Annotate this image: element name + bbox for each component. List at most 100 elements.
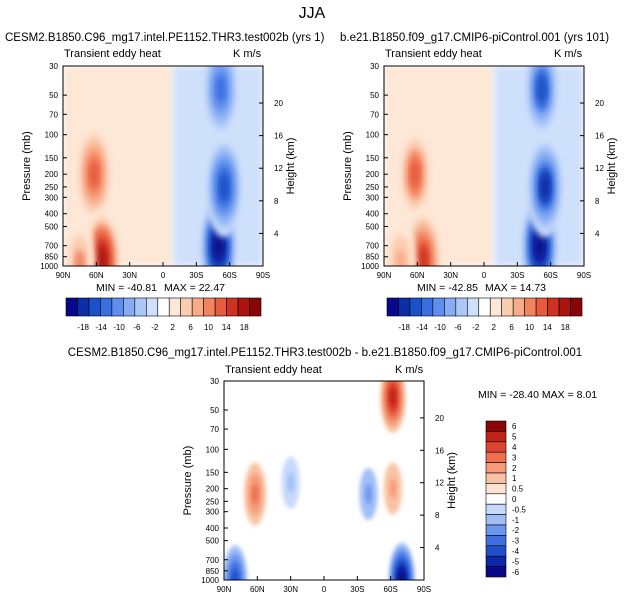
p1-y-tick-label: 700 bbox=[45, 242, 59, 251]
p2-colorbar-box bbox=[524, 297, 537, 317]
p2-colorbar-box bbox=[501, 297, 514, 317]
p3-y-tick-label: 1000 bbox=[201, 576, 219, 585]
p1-colorbar-box bbox=[249, 297, 262, 317]
p1-colorbar-box bbox=[145, 297, 159, 317]
p1-blob bbox=[96, 246, 107, 266]
p1-x-tick-label: 90S bbox=[256, 271, 270, 280]
p1-colorbar-box bbox=[226, 297, 239, 317]
p2-colorbar-label: -14 bbox=[416, 323, 428, 332]
p1-colorbar-box bbox=[100, 297, 113, 317]
p3-y-tick-label: 400 bbox=[206, 524, 220, 533]
p1-yr-tick-label: 4 bbox=[274, 229, 279, 238]
panel-2: b.e21.B1850.f09_g17.CMIP6-piControl.001 … bbox=[340, 32, 618, 332]
p2-blob bbox=[540, 173, 551, 201]
p3-y-tick-label: 200 bbox=[206, 485, 220, 494]
p2-colorbar-box bbox=[421, 297, 434, 317]
p3-colorbar-label: 0 bbox=[512, 495, 517, 504]
p1-colorbar-box bbox=[203, 297, 216, 317]
p1-colorbar-label: 2 bbox=[170, 323, 175, 332]
p2-x-tick-label: 30S bbox=[510, 271, 524, 280]
p2-y-tick-label: 150 bbox=[366, 154, 380, 163]
panel-3-subtitle: Transient eddy heat bbox=[225, 364, 322, 376]
p3-colorbar-label: 6 bbox=[512, 422, 517, 431]
p3-colorbar-box bbox=[485, 524, 507, 536]
panel-3-title: CESM2.B1850.C96_mg17.intel.PE1152.THR3.t… bbox=[68, 347, 582, 359]
p2-colorbar-label: -6 bbox=[454, 323, 462, 332]
panel-1: CESM2.B1850.C96_mg17.intel.PE1152.THR3.t… bbox=[5, 32, 325, 332]
p2-colorbar-box bbox=[478, 297, 491, 317]
p3-y-tick-label: 30 bbox=[210, 377, 219, 386]
p3-y-tick-label: 250 bbox=[206, 497, 220, 506]
p3-colorbar-box bbox=[485, 451, 507, 463]
panel-1-max-label: MAX = 22.47 bbox=[164, 282, 225, 294]
panel-2-colorbar: -18 -14 -10 -6 -2 2 6 10 14 18 bbox=[386, 297, 583, 332]
p3-colorbar-label: -0.5 bbox=[512, 505, 526, 514]
p2-x-tick-label: 0 bbox=[482, 271, 487, 280]
p1-colorbar-label: -18 bbox=[77, 323, 89, 332]
p3-y-tick-label: 150 bbox=[206, 468, 220, 477]
p1-colorbar-box bbox=[111, 297, 124, 317]
p3-x-tick-label: 60S bbox=[384, 585, 398, 594]
p2-colorbar-label: 6 bbox=[509, 323, 514, 332]
p1-x-tick-label: 60S bbox=[223, 271, 237, 280]
p2-y-tick-label: 50 bbox=[370, 91, 379, 100]
p1-y-tick-label: 100 bbox=[45, 131, 59, 140]
p2-y-tick-label: 700 bbox=[366, 242, 380, 251]
p3-yr-tick-label: 16 bbox=[435, 446, 444, 455]
p2-colorbar-label: 14 bbox=[543, 323, 552, 332]
p3-colorbar-box bbox=[485, 420, 507, 432]
p3-yr-tick-label: 20 bbox=[435, 414, 444, 423]
p2-colorbar-label: -2 bbox=[472, 323, 480, 332]
p3-colorbar-box bbox=[485, 472, 507, 484]
p3-y-tick-label: 700 bbox=[206, 556, 220, 565]
p2-colorbar-box bbox=[432, 297, 445, 317]
p3-y-tick-label: 500 bbox=[206, 537, 220, 546]
p3-blob bbox=[251, 484, 259, 505]
p3-x-tick-label: 30N bbox=[283, 585, 298, 594]
p3-y-tick-label: 100 bbox=[206, 445, 220, 454]
p1-colorbar-box bbox=[237, 297, 250, 317]
p3-yr-tick-label: 12 bbox=[435, 479, 444, 488]
p1-y-tick-label: 300 bbox=[45, 193, 59, 202]
p3-colorbar-box bbox=[485, 462, 507, 474]
p2-colorbar-box bbox=[547, 297, 560, 317]
p1-x-tick-label: 90N bbox=[56, 271, 71, 280]
p1-ylabel-right: Height (km) bbox=[285, 138, 297, 195]
p2-y-tick-label: 1000 bbox=[361, 262, 379, 271]
p1-colorbar-box bbox=[180, 297, 193, 317]
p1-yr-tick-label: 12 bbox=[274, 164, 283, 173]
panel-1-subtitle: Transient eddy heat bbox=[64, 48, 161, 60]
panel-3-units: K m/s bbox=[395, 364, 424, 376]
p1-colorbar-label: -14 bbox=[95, 323, 107, 332]
p2-yr-tick-label: 8 bbox=[595, 197, 600, 206]
p3-y-tick-label: 70 bbox=[210, 425, 219, 434]
p3-colorbar-label: -4 bbox=[512, 547, 520, 556]
figure-title: JJA bbox=[299, 5, 326, 22]
p2-ylabel: Pressure (mb) bbox=[342, 131, 354, 201]
p1-x-tick-label: 30S bbox=[189, 271, 203, 280]
p3-colorbar-label: -6 bbox=[512, 568, 520, 577]
p3-blob bbox=[389, 387, 397, 408]
p2-y-tick-label: 400 bbox=[366, 210, 380, 219]
p3-ylabel: Pressure (mb) bbox=[182, 446, 194, 516]
p3-colorbar-box bbox=[485, 514, 507, 526]
p3-x-tick-label: 0 bbox=[322, 585, 327, 594]
p2-x-tick-label: 30N bbox=[443, 271, 458, 280]
p3-blob bbox=[231, 569, 239, 580]
p3-yr-tick-label: 4 bbox=[435, 544, 440, 553]
p3-colorbar-label: 3 bbox=[512, 453, 517, 462]
p2-colorbar-box bbox=[512, 297, 525, 317]
panel-2-max-label: MAX = 14.73 bbox=[485, 282, 546, 294]
p2-blob bbox=[410, 160, 421, 188]
p1-colorbar-label: 6 bbox=[188, 323, 193, 332]
p2-colorbar-label: 18 bbox=[561, 323, 570, 332]
p2-ylabel-right: Height (km) bbox=[606, 138, 618, 195]
p3-x-tick-label: 90S bbox=[417, 585, 431, 594]
p2-colorbar-label: -18 bbox=[398, 323, 410, 332]
p3-colorbar-label: -1 bbox=[512, 516, 520, 525]
panel-3-colorbar: 6 543 21 0.50-0.5 -1-2 -3-4-5 -6 bbox=[485, 420, 526, 578]
p2-colorbar-box bbox=[558, 297, 571, 317]
p1-blob bbox=[74, 249, 85, 266]
p2-blob bbox=[395, 249, 406, 266]
p2-colorbar-box bbox=[409, 297, 422, 317]
